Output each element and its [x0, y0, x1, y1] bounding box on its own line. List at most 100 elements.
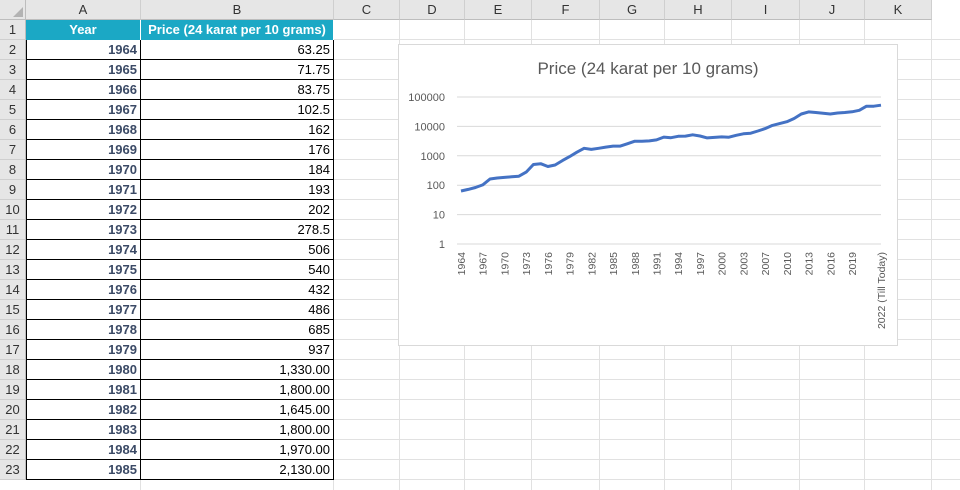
row-header-21[interactable]: 21	[0, 420, 26, 440]
row-header-6[interactable]: 6	[0, 120, 26, 140]
price-cell[interactable]: 162	[141, 120, 334, 140]
row-header-17[interactable]: 17	[0, 340, 26, 360]
row-header-23[interactable]: 23	[0, 460, 26, 480]
row-header-15[interactable]: 15	[0, 300, 26, 320]
grid-line-horizontal	[26, 459, 960, 460]
grid-line-horizontal	[26, 39, 960, 40]
price-cell[interactable]: 2,130.00	[141, 460, 334, 480]
x-tick-label: 1988	[630, 252, 642, 276]
x-tick-label: 1964	[456, 252, 468, 276]
row-header-18[interactable]: 18	[0, 360, 26, 380]
x-tick-label: 2007	[760, 252, 772, 276]
row-header-10[interactable]: 10	[0, 200, 26, 220]
column-header-i[interactable]: I	[732, 0, 800, 20]
year-cell[interactable]: 1965	[26, 60, 141, 80]
x-tick-label: 1976	[543, 252, 555, 276]
price-cell[interactable]: 937	[141, 340, 334, 360]
y-tick-label: 10000	[414, 121, 445, 133]
price-cell[interactable]: 184	[141, 160, 334, 180]
grid-line-horizontal	[26, 479, 960, 480]
price-cell[interactable]: 486	[141, 300, 334, 320]
price-cell[interactable]: 278.5	[141, 220, 334, 240]
row-header-3[interactable]: 3	[0, 60, 26, 80]
year-cell[interactable]: 1977	[26, 300, 141, 320]
x-tick-label: 1997	[695, 252, 707, 276]
price-cell[interactable]: 176	[141, 140, 334, 160]
price-cell[interactable]: 506	[141, 240, 334, 260]
year-cell[interactable]: 1985	[26, 460, 141, 480]
price-cell[interactable]: 1,330.00	[141, 360, 334, 380]
row-header-20[interactable]: 20	[0, 400, 26, 420]
year-cell[interactable]: 1984	[26, 440, 141, 460]
price-cell[interactable]: 1,645.00	[141, 400, 334, 420]
price-cell[interactable]: 432	[141, 280, 334, 300]
year-cell[interactable]: 1972	[26, 200, 141, 220]
x-tick-label: 2000	[717, 252, 729, 276]
price-chart[interactable]: Price (24 karat per 10 grams) 1 10 100 1000…	[398, 44, 898, 346]
row-header-11[interactable]: 11	[0, 220, 26, 240]
row-header-7[interactable]: 7	[0, 140, 26, 160]
year-cell[interactable]: 1982	[26, 400, 141, 420]
column-header-e[interactable]: E	[465, 0, 532, 20]
row-header-2[interactable]: 2	[0, 40, 26, 60]
column-header-k[interactable]: K	[865, 0, 932, 20]
grid-line-horizontal	[26, 399, 960, 400]
row-header-9[interactable]: 9	[0, 180, 26, 200]
column-header-d[interactable]: D	[400, 0, 465, 20]
price-cell[interactable]: 193	[141, 180, 334, 200]
chart-plot-area: 1 10 100 1000 10000 100000 1964 1967 1970 1973 197…	[408, 92, 888, 329]
row-header-8[interactable]: 8	[0, 160, 26, 180]
row-header-22[interactable]: 22	[0, 440, 26, 460]
year-cell[interactable]: 1975	[26, 260, 141, 280]
price-cell[interactable]: 1,800.00	[141, 420, 334, 440]
year-cell[interactable]: 1976	[26, 280, 141, 300]
row-header-4[interactable]: 4	[0, 80, 26, 100]
column-header-j[interactable]: J	[800, 0, 865, 20]
year-cell[interactable]: 1978	[26, 320, 141, 340]
price-cell[interactable]: 540	[141, 260, 334, 280]
column-header-g[interactable]: G	[600, 0, 665, 20]
x-tick-label: 1979	[565, 252, 577, 276]
x-tick-label: 2013	[804, 252, 816, 276]
price-cell[interactable]: 102.5	[141, 100, 334, 120]
grid-line-horizontal	[26, 439, 960, 440]
year-cell[interactable]: 1967	[26, 100, 141, 120]
year-cell[interactable]: 1973	[26, 220, 141, 240]
year-cell[interactable]: 1968	[26, 120, 141, 140]
price-cell[interactable]: 83.75	[141, 80, 334, 100]
year-cell[interactable]: 1981	[26, 380, 141, 400]
column-header-c[interactable]: C	[334, 0, 400, 20]
price-cell[interactable]: 1,800.00	[141, 380, 334, 400]
column-header-h[interactable]: H	[665, 0, 732, 20]
year-cell[interactable]: 1983	[26, 420, 141, 440]
row-header-12[interactable]: 12	[0, 240, 26, 260]
row-header-19[interactable]: 19	[0, 380, 26, 400]
x-tick-label: 1970	[499, 252, 511, 276]
row-header-1[interactable]: 1	[0, 20, 26, 40]
year-cell[interactable]: 1969	[26, 140, 141, 160]
column-header-a[interactable]: A	[26, 0, 141, 20]
year-cell[interactable]: 1980	[26, 360, 141, 380]
row-header-16[interactable]: 16	[0, 320, 26, 340]
header-cell-year[interactable]: Year	[26, 20, 141, 40]
header-cell-price[interactable]: Price (24 karat per 10 grams)	[141, 20, 334, 40]
price-cell[interactable]: 63.25	[141, 40, 334, 60]
select-all-corner[interactable]	[0, 0, 26, 20]
column-header-b[interactable]: B	[141, 0, 334, 20]
row-header-13[interactable]: 13	[0, 260, 26, 280]
price-cell[interactable]: 71.75	[141, 60, 334, 80]
price-cell[interactable]: 1,970.00	[141, 440, 334, 460]
year-cell[interactable]: 1979	[26, 340, 141, 360]
x-tick-label: 2019	[847, 252, 859, 276]
year-cell[interactable]: 1970	[26, 160, 141, 180]
grid-line-horizontal	[26, 359, 960, 360]
row-header-5[interactable]: 5	[0, 100, 26, 120]
price-cell[interactable]: 685	[141, 320, 334, 340]
year-cell[interactable]: 1966	[26, 80, 141, 100]
column-header-f[interactable]: F	[532, 0, 600, 20]
year-cell[interactable]: 1971	[26, 180, 141, 200]
year-cell[interactable]: 1964	[26, 40, 141, 60]
price-cell[interactable]: 202	[141, 200, 334, 220]
year-cell[interactable]: 1974	[26, 240, 141, 260]
row-header-14[interactable]: 14	[0, 280, 26, 300]
